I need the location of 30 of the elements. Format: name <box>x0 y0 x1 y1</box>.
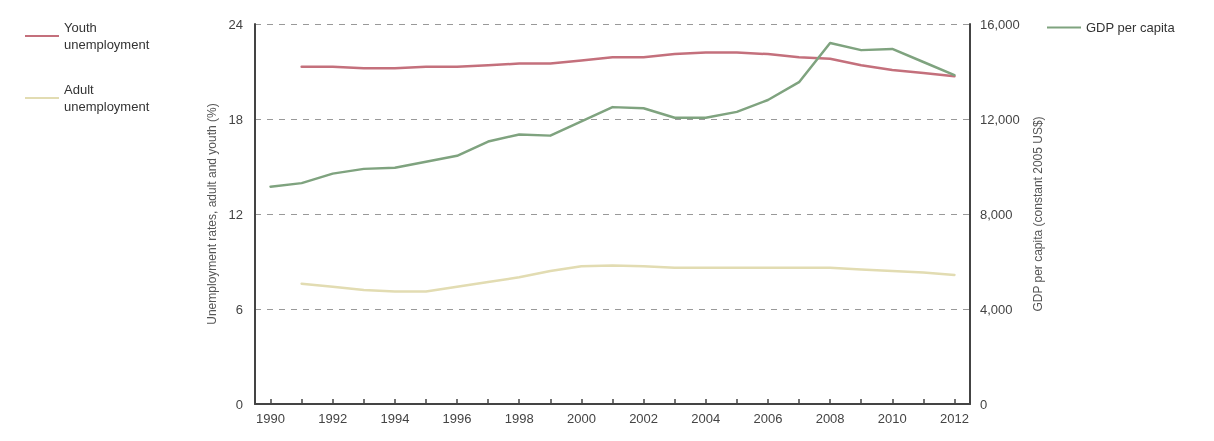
x-tick-label: 2000 <box>566 411 596 426</box>
x-tick-label: 1992 <box>318 411 348 426</box>
y-tick-label: 6 <box>235 301 243 317</box>
x-tick-label: 2002 <box>629 411 659 426</box>
line-series <box>269 41 956 188</box>
y2-tick-label: 12,000 <box>980 111 1020 127</box>
y2-tick-label: 0 <box>980 396 988 412</box>
y-axis-title: Unemployment rates, adult and youth (%) <box>204 103 219 325</box>
x-tick-label: 2004 <box>691 411 721 426</box>
y-tick-label: 12 <box>228 206 243 222</box>
x-tick-label: 2012 <box>940 411 969 426</box>
legend-label: Youth unemployment <box>64 20 150 52</box>
x-tick-label: 1990 <box>256 411 285 426</box>
line-series <box>300 51 956 78</box>
x-tick-label: 2010 <box>877 411 907 426</box>
y2-tick-label: 4,000 <box>980 301 1013 317</box>
legend-label: Adult unemployment <box>64 82 150 114</box>
x-tick-label: 1994 <box>380 411 410 426</box>
y-tick-label: 24 <box>228 16 243 32</box>
legend-label: GDP per capita <box>1086 20 1176 35</box>
x-tick-label: 2008 <box>815 411 845 426</box>
x-tick-label: 1996 <box>442 411 472 426</box>
y-tick-label: 18 <box>228 111 243 127</box>
y2-tick-label: 8,000 <box>980 206 1013 222</box>
y2-tick-label: 16,000 <box>980 16 1020 32</box>
y2-axis-title: GDP per capita (constant 2005 US$) <box>1031 116 1045 312</box>
y-tick-label: 0 <box>235 396 243 412</box>
x-tick-label: 1998 <box>504 411 534 426</box>
line-series <box>300 264 956 293</box>
x-tick-label: 2006 <box>753 411 783 426</box>
